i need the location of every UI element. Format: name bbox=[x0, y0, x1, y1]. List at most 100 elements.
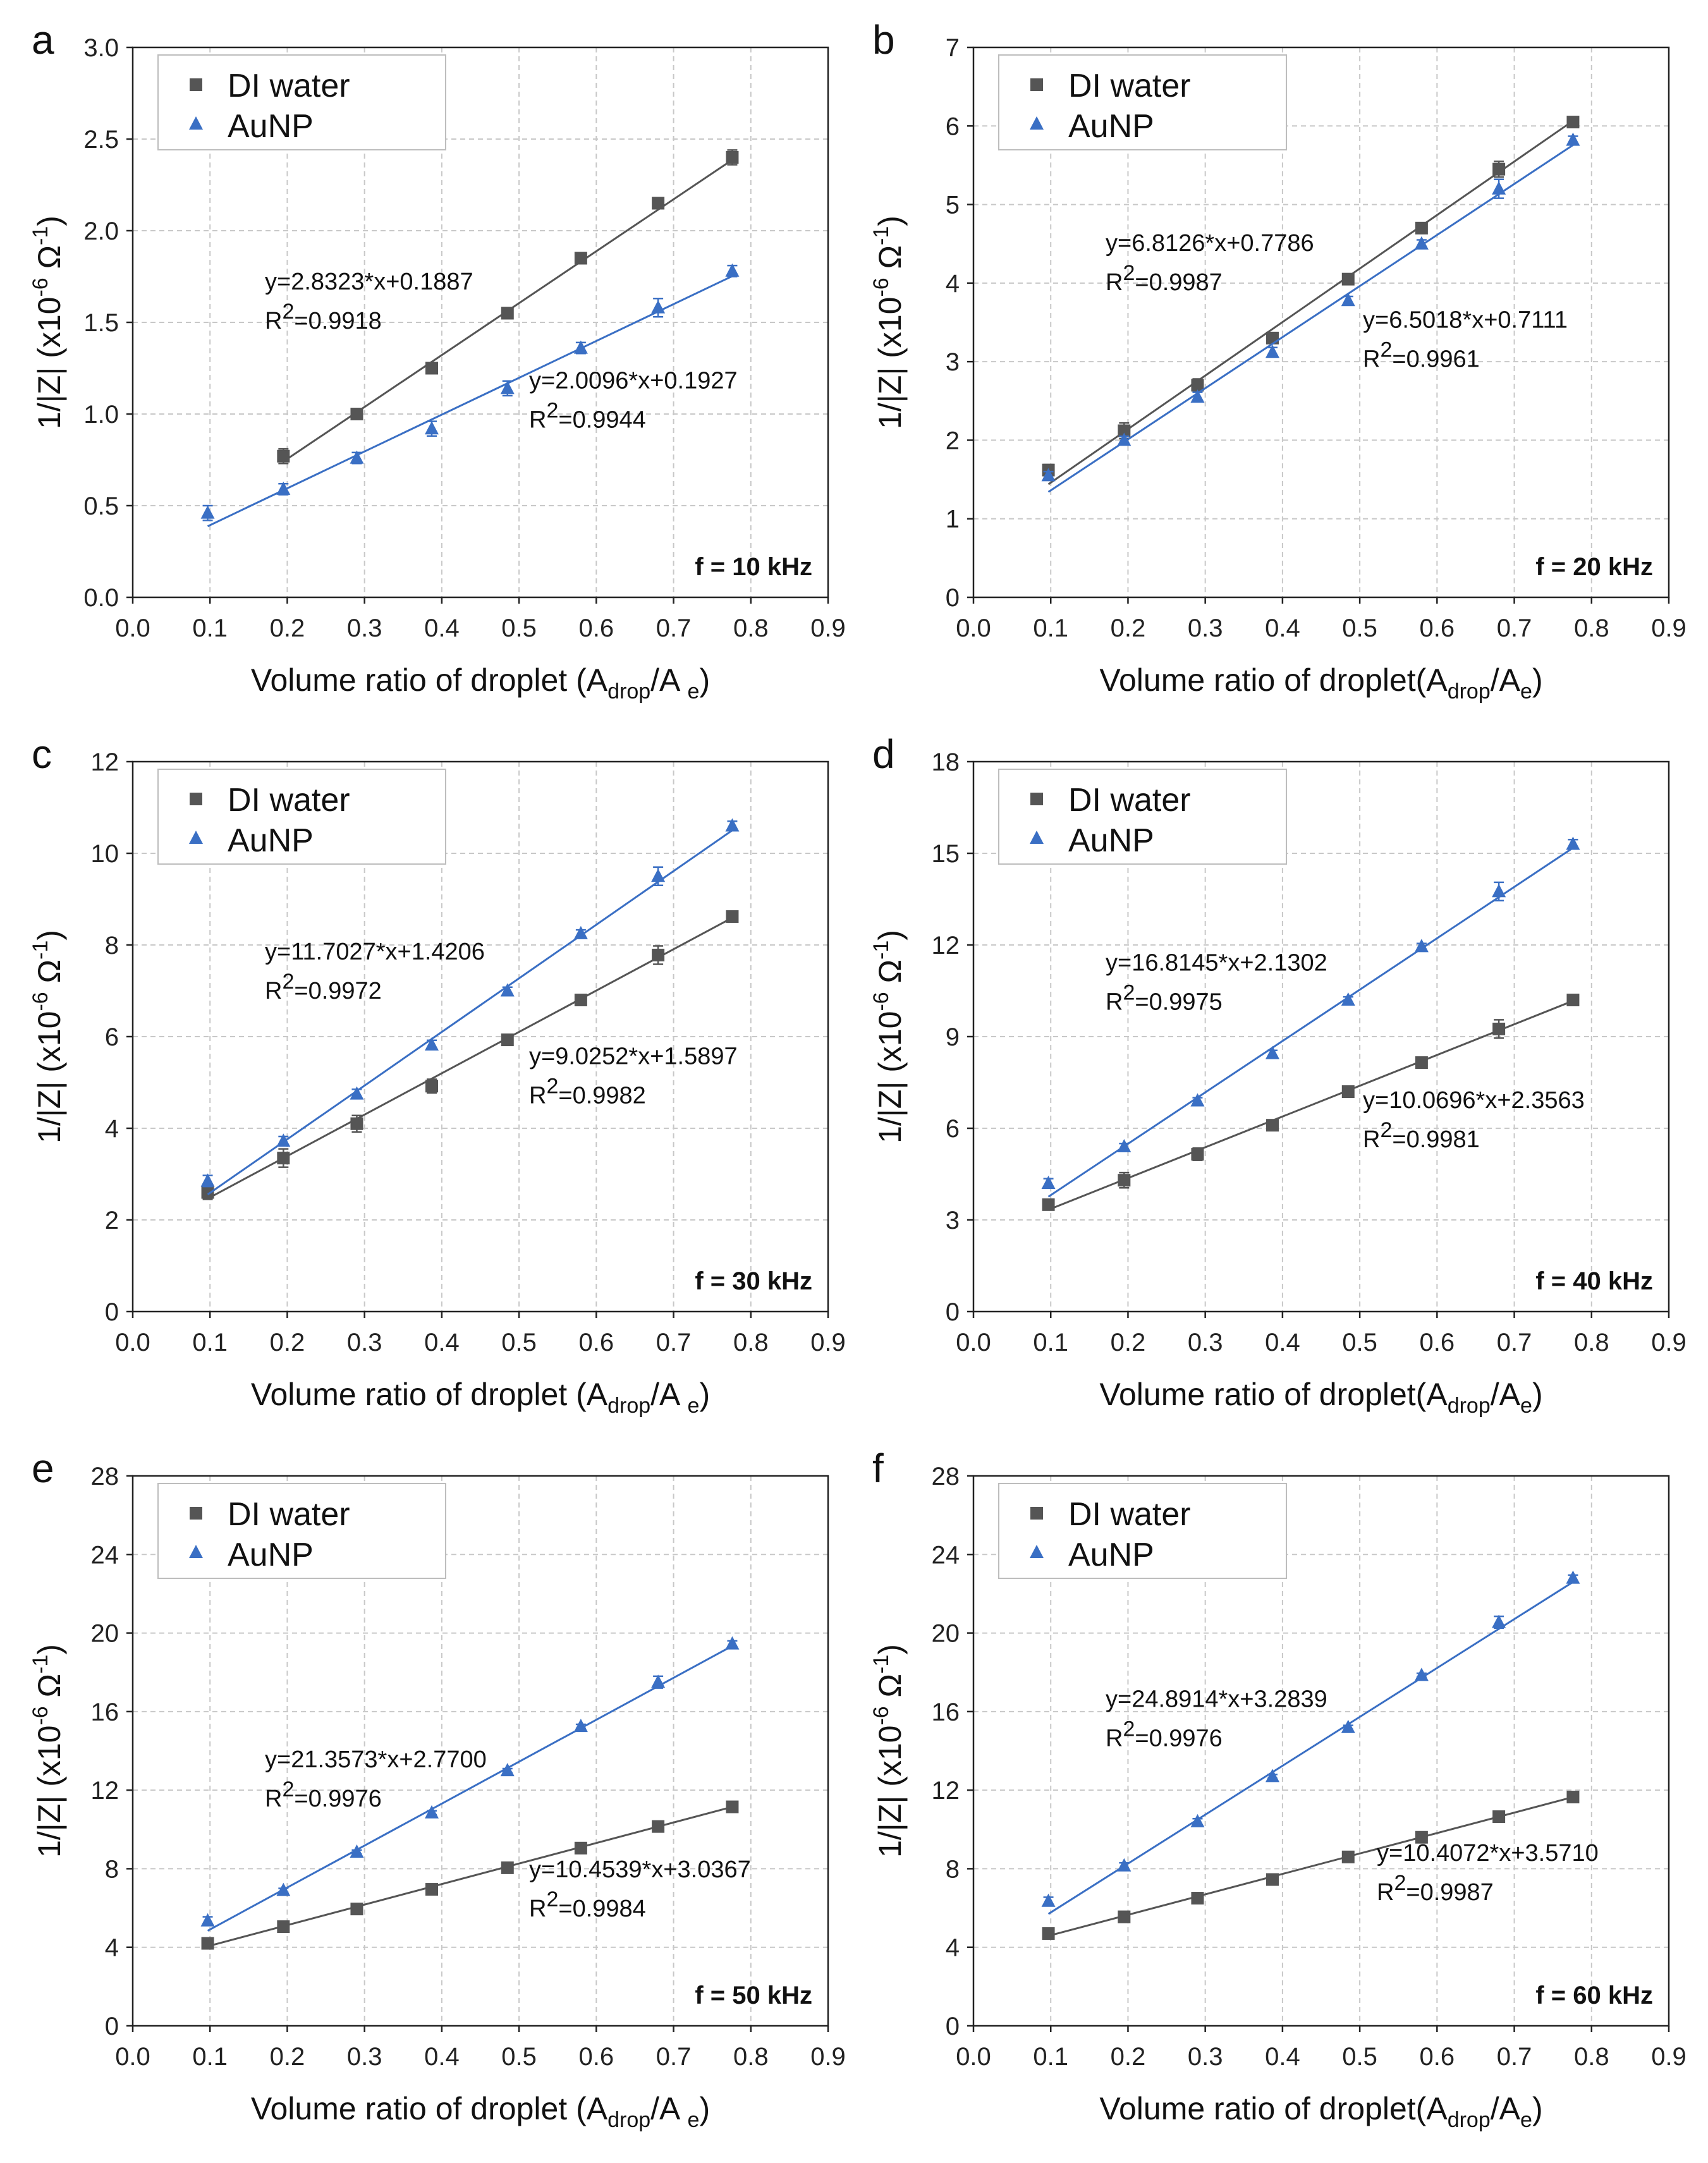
y-tick-label: 3 bbox=[946, 348, 960, 376]
data-point bbox=[1191, 1892, 1204, 1905]
y-tick-label: 0 bbox=[946, 2013, 960, 2040]
x-axis-label-sub2: e bbox=[1520, 2108, 1532, 2132]
y-axis-label-mid: Ω bbox=[32, 960, 67, 992]
data-point bbox=[1190, 1813, 1205, 1827]
data-point bbox=[277, 1920, 290, 1934]
x-tick-label: 0.3 bbox=[347, 614, 382, 642]
legend-marker-square bbox=[190, 1507, 202, 1520]
x-axis-label-end: ) bbox=[1532, 662, 1543, 698]
x-axis-label-mid: /A bbox=[650, 2091, 687, 2126]
y-tick-label: 2.5 bbox=[83, 126, 119, 154]
data-point bbox=[1566, 132, 1580, 146]
plot-frame bbox=[972, 46, 1670, 599]
x-tick-label: 0.5 bbox=[501, 1329, 537, 1356]
chart-svg-b: b 0.0 0.1 0.2 0.3 0.4 0.5 0.6 0.7 0.8 0.9 0 1 2 3 4 5 6 7 V… bbox=[869, 17, 1687, 704]
y-axis-label-mid: Ω bbox=[32, 245, 67, 277]
x-tick-label: 0.2 bbox=[1111, 614, 1146, 642]
fit-equation: y=10.0696*x+2.3563 bbox=[1363, 1087, 1585, 1114]
x-axis-label-sub: drop bbox=[607, 1394, 650, 1418]
data-point bbox=[725, 1636, 740, 1650]
y-axis-label-end: ) bbox=[32, 216, 67, 226]
r2-label: R bbox=[265, 978, 282, 1004]
x-tick-label: 0.1 bbox=[1033, 1329, 1068, 1356]
fit-equation: y=10.4539*x+3.0367 bbox=[529, 1856, 751, 1883]
y-tick-label: 16 bbox=[91, 1698, 119, 1726]
legend-marker-triangle bbox=[1030, 116, 1044, 130]
data-point bbox=[1492, 181, 1506, 195]
r2-value: =0.9984 bbox=[558, 1896, 645, 1922]
x-tick-label: 0.1 bbox=[1033, 614, 1068, 642]
fit-equation: y=24.8914*x+3.2839 bbox=[1106, 1686, 1327, 1712]
legend-marker-square bbox=[190, 78, 202, 91]
x-tick-label: 0.2 bbox=[270, 2043, 305, 2071]
panel-letter: c bbox=[32, 731, 52, 777]
data-point bbox=[350, 1117, 363, 1130]
legend-label-di-water: DI water bbox=[1068, 68, 1191, 104]
y-tick-label: 0 bbox=[946, 1298, 960, 1326]
legend-label-aunp: AuNP bbox=[228, 108, 314, 145]
r2-value: =0.9987 bbox=[1406, 1879, 1493, 1906]
x-tick-label: 0.6 bbox=[1420, 1329, 1455, 1356]
x-tick-label: 0.4 bbox=[1265, 614, 1300, 642]
x-axis-label-sub: drop bbox=[1448, 2108, 1491, 2132]
fit-line bbox=[207, 829, 733, 1195]
fit-line bbox=[1047, 119, 1574, 485]
y-axis-label-end: ) bbox=[32, 930, 67, 941]
chart-panel-c: c 0.0 0.1 0.2 0.3 0.4 0.5 0.6 0.7 0.8 0.9 0 2 4 6 8 10 12… bbox=[0, 714, 846, 1429]
data-point bbox=[425, 362, 438, 375]
x-tick-label: 0.1 bbox=[192, 1329, 228, 1356]
y-axis-label-text: 1/|Z| (x10 bbox=[872, 1011, 908, 1143]
data-point bbox=[200, 1913, 215, 1927]
y-tick-label: 9 bbox=[946, 1023, 960, 1051]
y-tick-label: 12 bbox=[91, 1777, 119, 1805]
data-point bbox=[1492, 1810, 1506, 1824]
data-point bbox=[277, 1152, 290, 1165]
r2-label: R bbox=[1363, 1126, 1380, 1153]
fit-r-squared: R2=0.9984 bbox=[529, 1887, 646, 1922]
data-point bbox=[1415, 1831, 1428, 1844]
data-point bbox=[1415, 221, 1428, 235]
x-axis-label-sub: drop bbox=[1448, 1394, 1491, 1418]
data-point bbox=[1191, 1148, 1204, 1161]
y-tick-label: 8 bbox=[105, 1855, 119, 1883]
x-tick-label: 0.7 bbox=[1497, 1329, 1532, 1356]
x-tick-label: 0.8 bbox=[733, 2043, 769, 2071]
data-point bbox=[1117, 1858, 1132, 1872]
y-tick-label: 0.0 bbox=[83, 584, 119, 612]
chart-svg-e: e 0.0 0.1 0.2 0.3 0.4 0.5 0.6 0.7 0.8 0.9 0 4 8 12 16 20… bbox=[28, 1446, 846, 2132]
data-point bbox=[1492, 1022, 1506, 1035]
x-tick-label: 0.9 bbox=[1651, 1329, 1687, 1356]
data-point bbox=[1118, 1174, 1131, 1187]
data-point bbox=[200, 505, 215, 519]
data-point bbox=[573, 1719, 588, 1733]
legend-box bbox=[998, 1483, 1287, 1579]
y-axis-label-text: 1/|Z| (x10 bbox=[32, 1726, 67, 1858]
r2-exp: 2 bbox=[546, 1075, 558, 1099]
data-point bbox=[425, 1037, 439, 1051]
data-point bbox=[1266, 1873, 1279, 1886]
data-point bbox=[425, 1805, 439, 1819]
x-axis-label-sub2: e bbox=[1520, 679, 1532, 704]
y-tick-label: 12 bbox=[91, 748, 119, 776]
x-tick-label: 0.2 bbox=[1111, 2043, 1146, 2071]
data-point bbox=[573, 340, 588, 354]
x-tick-label: 0.0 bbox=[115, 2043, 150, 2071]
x-tick-label: 0.0 bbox=[115, 614, 150, 642]
y-axis-label-exp: -6 bbox=[28, 1706, 52, 1725]
y-tick-label: 8 bbox=[105, 932, 119, 960]
r2-exp: 2 bbox=[1380, 338, 1392, 362]
r2-label: R bbox=[529, 1083, 546, 1109]
y-tick-label: 0 bbox=[946, 584, 960, 612]
frequency-label: f = 60 kHz bbox=[1535, 1982, 1653, 2009]
y-axis-label-exp: -6 bbox=[28, 992, 52, 1011]
y-tick-label: 2 bbox=[946, 427, 960, 454]
y-axis-label: 1/|Z| (x10-6 Ω-1) bbox=[869, 930, 908, 1143]
y-tick-label: 12 bbox=[932, 932, 960, 960]
data-point bbox=[350, 1844, 364, 1858]
r2-exp: 2 bbox=[1394, 1871, 1406, 1895]
r2-exp: 2 bbox=[1123, 1717, 1135, 1741]
y-axis-label-end: ) bbox=[32, 1644, 67, 1655]
fit-equation: y=6.5018*x+0.7111 bbox=[1363, 307, 1568, 334]
y-axis-label-mid: Ω bbox=[872, 1674, 908, 1706]
data-point bbox=[1191, 379, 1204, 392]
